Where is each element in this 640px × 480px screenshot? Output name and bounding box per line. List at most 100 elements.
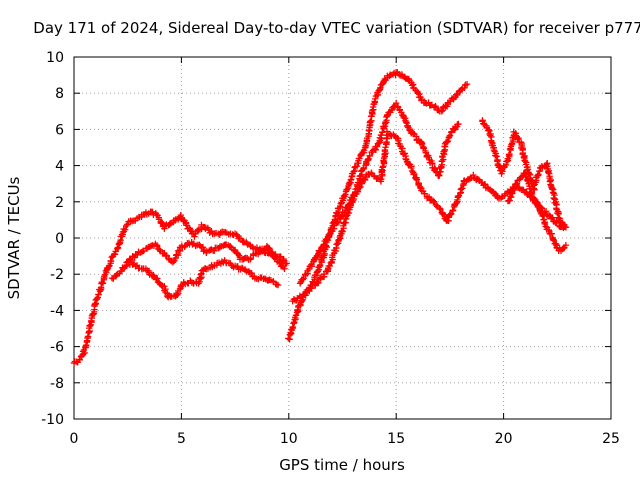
data-point [196, 242, 204, 250]
data-point [438, 108, 445, 115]
data-point [429, 197, 437, 204]
y-axis-title: SDTVAR / TECUs [5, 176, 23, 299]
x-tick-label: 0 [70, 431, 79, 447]
data-point [357, 183, 364, 191]
data-point [522, 173, 530, 180]
data-point [545, 211, 553, 219]
data-point [314, 267, 322, 275]
y-tick-label: -2 [50, 267, 64, 283]
y-tick-label: 8 [55, 86, 64, 102]
data-point [161, 222, 169, 230]
data-point [530, 182, 538, 189]
y-tick-label: -8 [50, 376, 64, 392]
data-point [534, 172, 541, 179]
data-point [154, 275, 161, 282]
data-point [542, 223, 549, 230]
series-track-1 [70, 208, 290, 367]
data-point [437, 205, 444, 213]
data-point [523, 176, 531, 184]
data-point [149, 208, 156, 216]
data-point [531, 195, 538, 202]
x-tick-label: 15 [387, 431, 405, 447]
data-point [506, 197, 513, 204]
data-point [413, 176, 421, 183]
x-axis-title: GPS time / hours [279, 456, 405, 474]
data-point [485, 126, 492, 134]
data-point [527, 185, 534, 193]
data-point [289, 323, 296, 331]
data-point [379, 129, 386, 136]
data-point [418, 95, 426, 103]
data-point [448, 129, 455, 136]
data-point [121, 226, 129, 233]
data-point [422, 147, 429, 155]
data-point [123, 222, 130, 229]
y-tick-label: -6 [50, 340, 64, 356]
data-point [234, 263, 241, 270]
data-point [241, 266, 249, 274]
data-point [345, 201, 353, 208]
data-point [521, 157, 529, 165]
data-point [268, 248, 276, 256]
y-tick-label: 2 [55, 195, 64, 211]
data-point [99, 280, 107, 287]
data-point [114, 244, 122, 251]
y-tick-label: 6 [55, 122, 64, 138]
data-point [118, 267, 125, 275]
data-point [408, 164, 415, 172]
y-tick-label: -4 [50, 303, 64, 319]
data-point [494, 194, 501, 201]
data-point [156, 246, 163, 253]
data-point [281, 265, 288, 272]
data-point [366, 152, 374, 160]
data-point [311, 255, 318, 263]
data-point [549, 235, 557, 243]
data-point [292, 312, 300, 319]
data-point [107, 258, 115, 265]
data-point [515, 134, 522, 142]
data-point [354, 188, 362, 195]
data-point [82, 342, 90, 350]
data-point [316, 262, 324, 270]
data-point [520, 153, 527, 161]
data-point [545, 169, 552, 176]
y-tick-label: 0 [55, 231, 64, 247]
data-point [86, 322, 93, 329]
chart-title: Day 171 of 2024, Sidereal Day-to-day VTE… [33, 19, 640, 37]
data-point [512, 181, 520, 188]
data-point [273, 253, 280, 260]
data-point [550, 236, 557, 244]
y-tick-label: 10 [46, 50, 64, 66]
data-point [373, 143, 381, 150]
x-tick-label: 20 [495, 431, 513, 447]
data-point [475, 176, 482, 183]
data-point [341, 210, 348, 217]
data-point [383, 112, 391, 120]
x-tick-label: 5 [177, 431, 186, 447]
data-point [367, 118, 374, 126]
data-point [81, 349, 88, 357]
data-point [183, 222, 190, 229]
data-point [411, 171, 418, 178]
data-point [393, 99, 400, 107]
data-point [332, 219, 340, 227]
data-point [447, 211, 454, 218]
y-axis-ticks: -10 -8 -6 -4 -2 0 2 4 6 8 10 [41, 50, 611, 428]
data-point [443, 138, 451, 146]
data-point [379, 164, 386, 171]
x-tick-label: 10 [280, 431, 298, 447]
data-point [76, 356, 83, 364]
data-point [414, 90, 422, 97]
series-track-7 [479, 117, 570, 231]
data-point [535, 171, 542, 178]
data-point [181, 243, 188, 251]
data-points [70, 69, 570, 367]
x-tick-label: 25 [602, 431, 620, 447]
data-point [334, 210, 341, 217]
data-point [431, 198, 438, 206]
data-point [492, 152, 499, 159]
series-track-2 [108, 238, 288, 282]
x-axis-ticks: 0 5 10 15 20 25 [70, 57, 620, 447]
data-point [455, 120, 462, 128]
data-point [227, 243, 234, 250]
